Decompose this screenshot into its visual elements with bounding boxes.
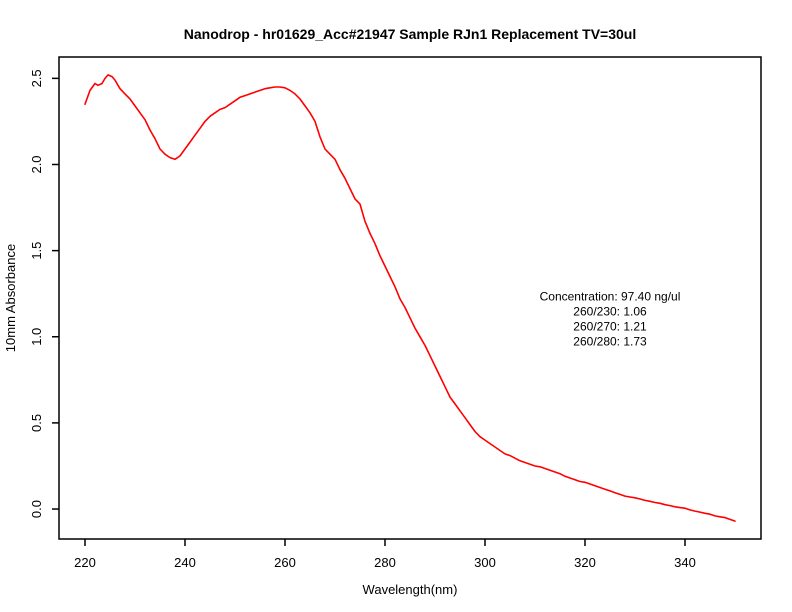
plot-area	[58, 56, 762, 540]
y-axis-label: 10mm Absorbance	[3, 244, 18, 352]
y-tick-label: 0.5	[29, 414, 44, 432]
x-axis-label: Wavelength(nm)	[363, 582, 458, 597]
y-tick-label: 0.0	[29, 500, 44, 518]
absorbance-curve-group	[84, 74, 736, 522]
y-tick-label: 1.5	[29, 242, 44, 260]
x-axis-ticks: 220 240 260 280 300 320 340	[74, 539, 696, 570]
y-tick-label: 2.5	[29, 69, 44, 87]
x-tick-label: 240	[174, 555, 196, 570]
y-tick-label: 1.0	[29, 328, 44, 346]
y-axis-ticks: 0.0 0.5 1.0 1.5 2.0 2.5	[29, 69, 59, 518]
y-tick-label: 2.0	[29, 155, 44, 173]
x-tick-label: 220	[74, 555, 96, 570]
annotation-line: 260/270: 1.21	[573, 320, 647, 334]
annotation-line: 260/280: 1.73	[573, 335, 647, 349]
absorbance-curve	[84, 74, 736, 522]
annotation-line: Concentration: 97.40 ng/ul	[540, 290, 681, 304]
x-tick-label: 340	[674, 555, 696, 570]
x-tick-label: 300	[474, 555, 496, 570]
x-tick-label: 280	[374, 555, 396, 570]
chart-title: Nanodrop - hr01629_Acc#21947 Sample RJn1…	[184, 26, 636, 42]
x-tick-label: 260	[274, 555, 296, 570]
x-tick-label: 320	[574, 555, 596, 570]
annotation-line: 260/230: 1.06	[573, 305, 647, 319]
